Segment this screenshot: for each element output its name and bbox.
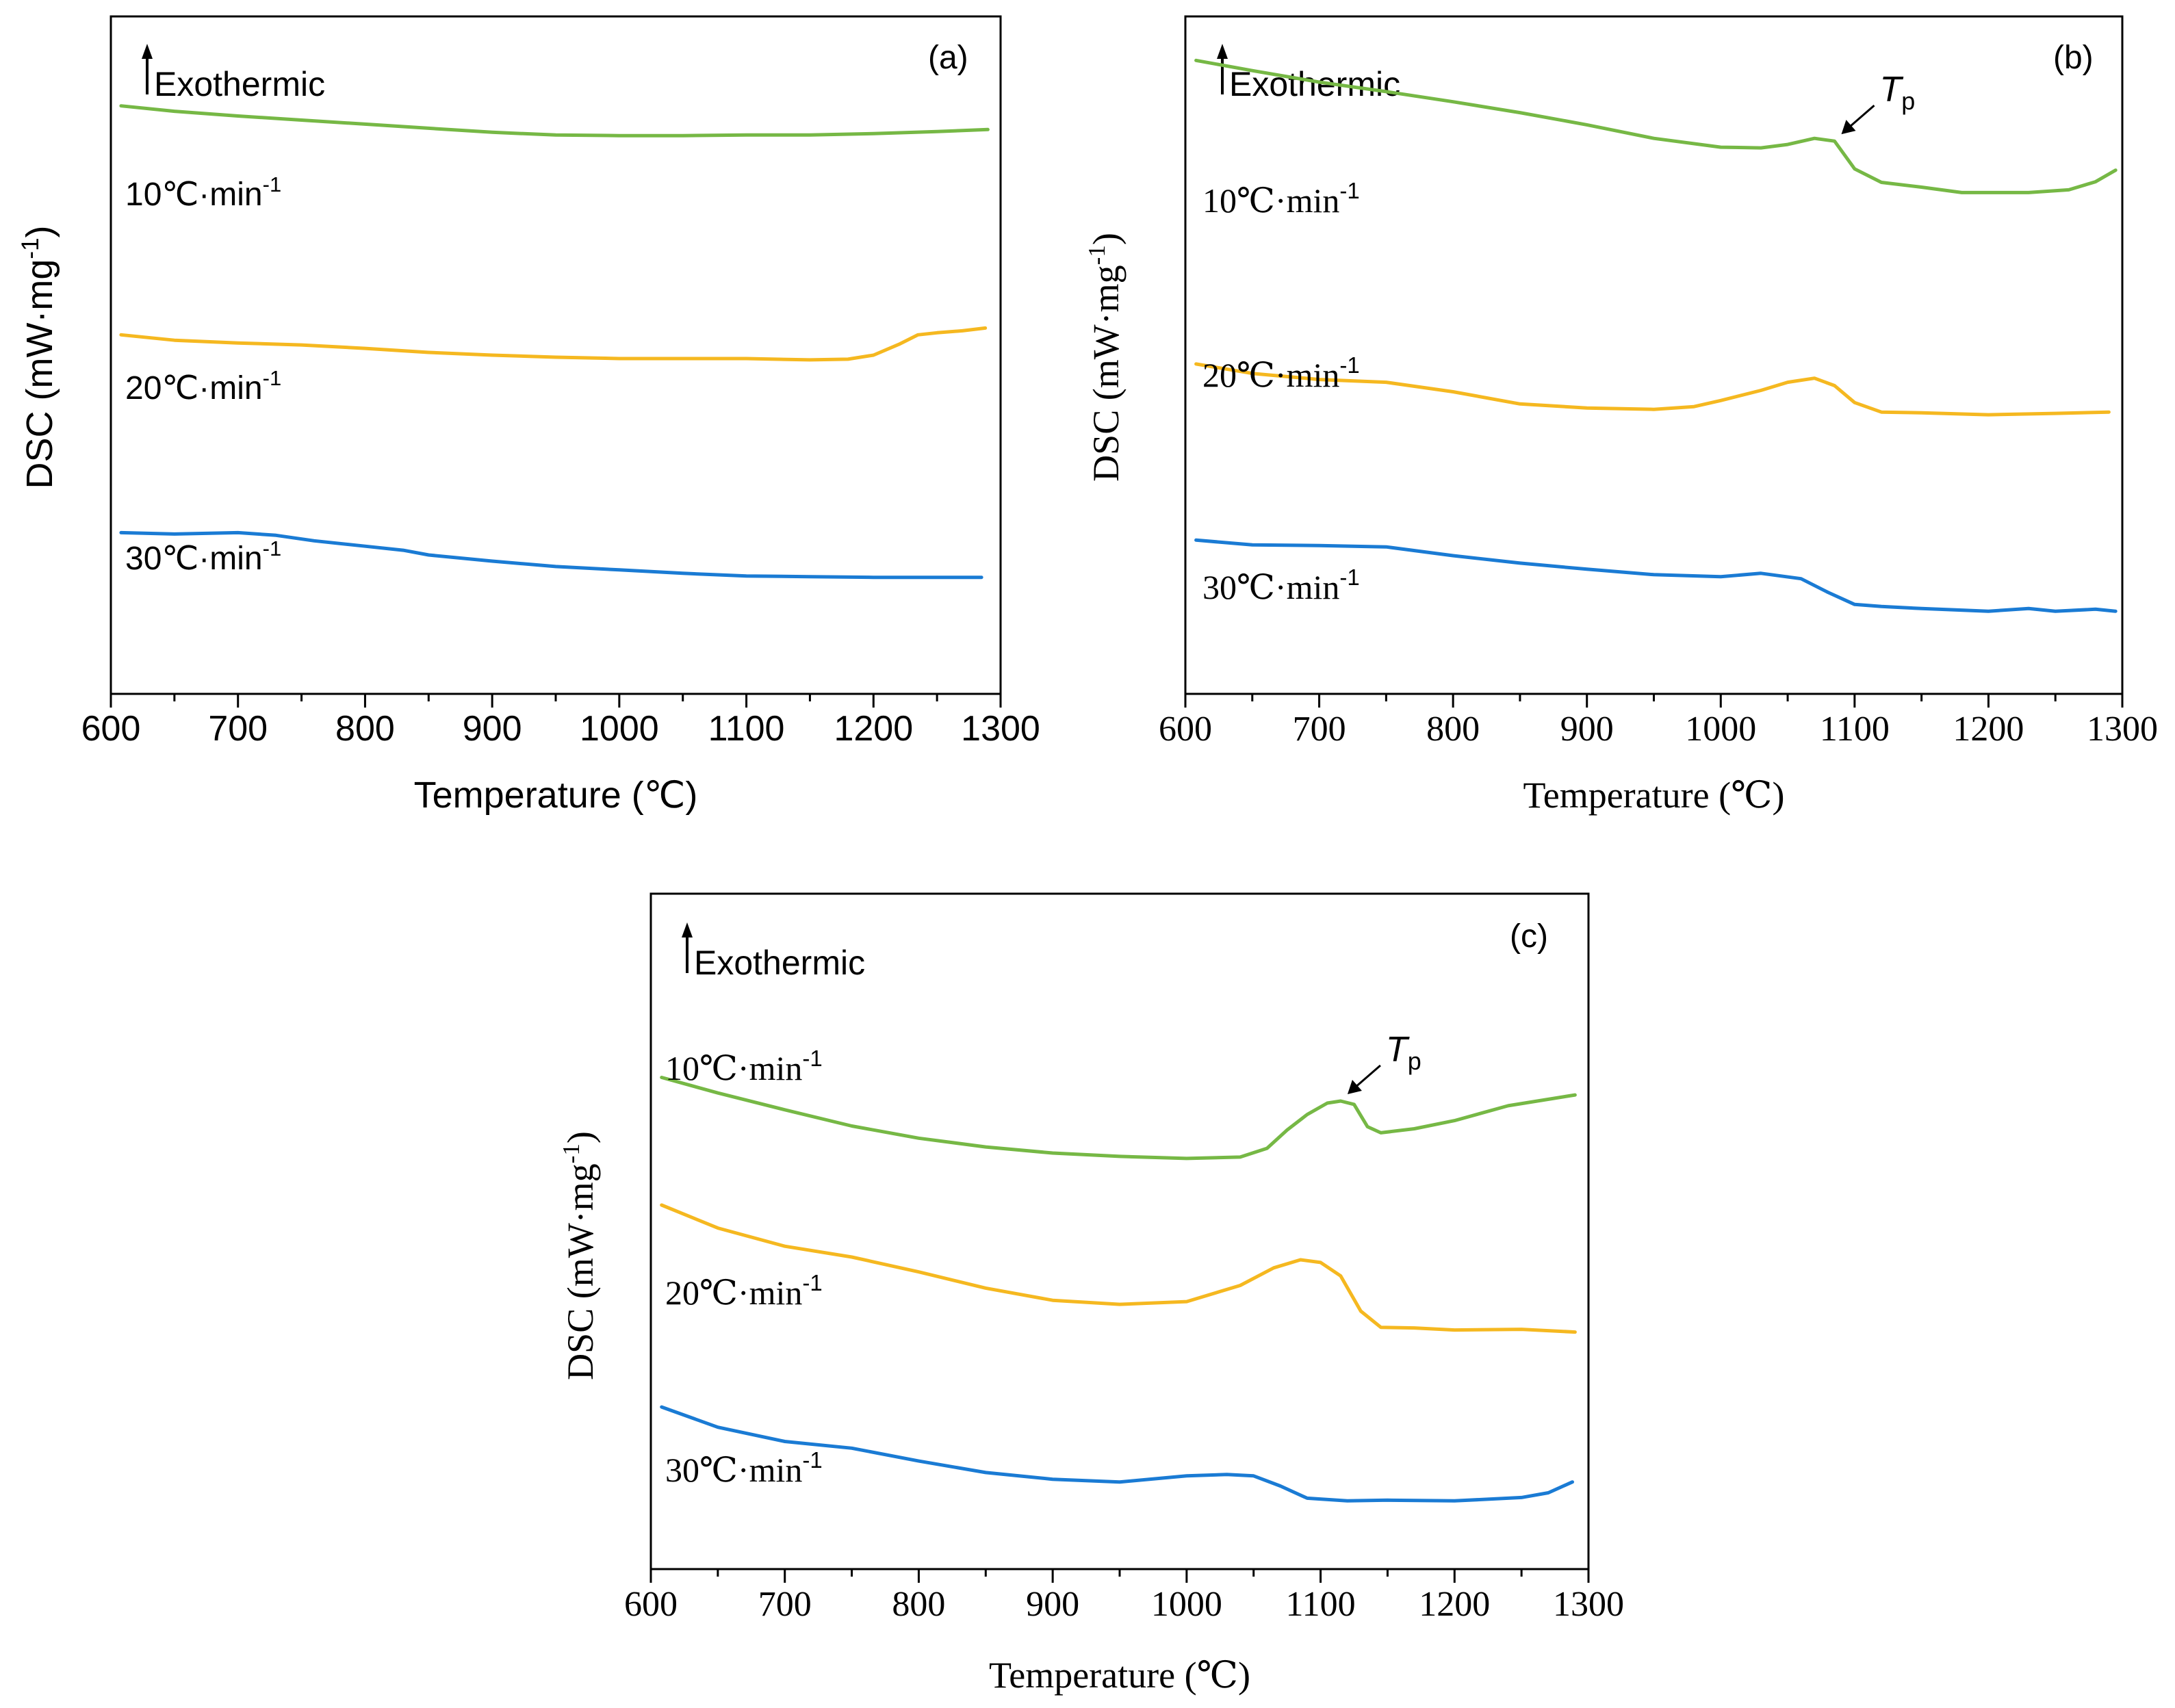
series-line-2 <box>1194 362 2111 417</box>
x-tick-label: 800 <box>1426 710 1480 749</box>
x-tick-label: 900 <box>1560 710 1614 749</box>
x-axis-label: Temperature (℃) <box>1523 775 1785 816</box>
series-label: 20℃·min-1 <box>665 1270 823 1312</box>
exothermic-label: Exothermic <box>154 65 325 103</box>
x-tick-label: 800 <box>892 1585 945 1624</box>
x-tick-label: 1300 <box>961 709 1040 749</box>
x-tick-label: 1200 <box>1419 1585 1490 1624</box>
x-axis-label: Temperature (℃) <box>989 1655 1250 1696</box>
series-line-1 <box>660 1076 1577 1161</box>
x-tick-label: 1000 <box>580 709 659 749</box>
tp-annotation: Tp <box>1880 70 1916 115</box>
panel-label: (b) <box>2053 40 2094 76</box>
tp-arrow-icon <box>1353 1064 1381 1089</box>
series-label: 30℃·min-1 <box>1202 565 1360 606</box>
chart-panel-b: 600 700 800 900 1000 1100 1200 1300 Temperature … <box>1083 15 2158 816</box>
series-line-3 <box>1194 538 2118 613</box>
x-tick-label: 900 <box>463 709 522 749</box>
tp-arrowhead-icon <box>1841 120 1856 135</box>
tp-arrow-icon <box>1847 105 1875 129</box>
series-label: 10℃·min-1 <box>1202 178 1360 220</box>
x-tick-label: 800 <box>335 709 395 749</box>
x-tick-label: 1200 <box>1953 710 2024 749</box>
series-label: 20℃·min-1 <box>1202 352 1360 394</box>
x-tick-label: 1100 <box>1820 710 1890 749</box>
y-axis-label: DSC (mW·mg-1) <box>17 225 60 489</box>
panel-label: (c) <box>1510 918 1548 955</box>
x-tick-label: 1100 <box>708 709 785 749</box>
series-label: 20℃·min-1 <box>125 366 281 406</box>
x-axis-label: Temperature (℃) <box>414 775 698 816</box>
exothermic-arrowhead-icon <box>142 44 153 59</box>
tp-arrowhead-icon <box>1347 1080 1362 1095</box>
x-tick-label: 900 <box>1026 1585 1079 1624</box>
x-tick-label: 600 <box>624 1585 678 1624</box>
y-axis-label: DSC (mW·mg-1) <box>558 1131 601 1380</box>
series-line-1 <box>1194 58 2118 194</box>
series-label: 30℃·min-1 <box>665 1447 823 1489</box>
series-line-2 <box>119 326 988 362</box>
series-label: 30℃·min-1 <box>125 536 281 577</box>
chart-panel-c: 600 700 800 900 1000 1100 1200 1300 Temperature … <box>558 892 1624 1696</box>
x-tick-label: 700 <box>1293 710 1346 749</box>
panel-label: (a) <box>928 40 968 76</box>
exothermic-label: Exothermic <box>694 944 865 982</box>
series-label: 10℃·min-1 <box>125 172 281 213</box>
series-line-2 <box>660 1203 1577 1334</box>
series-line-1 <box>119 104 990 138</box>
x-tick-label: 1000 <box>1685 710 1756 749</box>
x-tick-label: 700 <box>758 1585 812 1624</box>
exothermic-arrowhead-icon <box>1217 44 1228 59</box>
x-tick-label: 600 <box>81 709 141 749</box>
x-tick-label: 700 <box>208 709 268 749</box>
x-tick-label: 600 <box>1159 710 1212 749</box>
chart-panel-a: 600 700 800 900 1000 1100 1200 1300 Temperature … <box>17 15 1040 816</box>
tp-annotation: Tp <box>1386 1030 1421 1075</box>
x-tick-label: 1000 <box>1151 1585 1222 1624</box>
x-tick-label: 1300 <box>2087 710 2158 749</box>
series-line-3 <box>660 1405 1574 1503</box>
x-tick-label: 1200 <box>834 709 913 749</box>
y-axis-label: DSC (mW·mg-1) <box>1083 233 1127 482</box>
exothermic-arrowhead-icon <box>682 922 693 937</box>
x-tick-label: 1300 <box>1553 1585 1624 1624</box>
x-tick-label: 1100 <box>1286 1585 1356 1624</box>
series-line-3 <box>119 530 983 580</box>
series-label: 10℃·min-1 <box>665 1046 823 1087</box>
